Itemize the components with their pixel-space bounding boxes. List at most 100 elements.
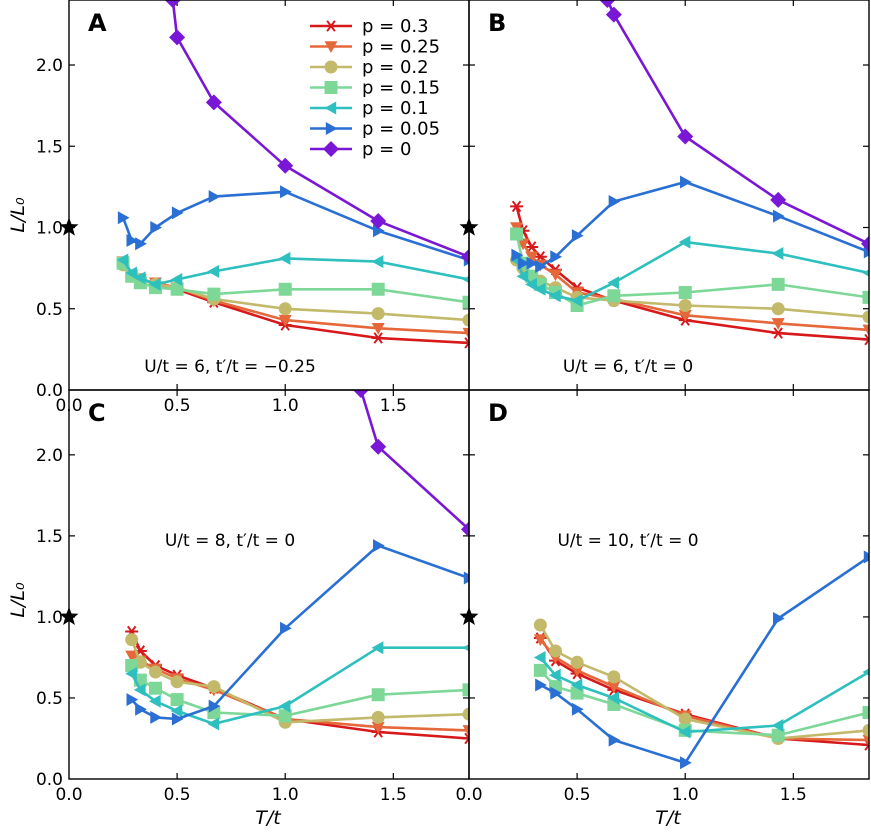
y-tick-label: 0.5 xyxy=(36,300,63,320)
legend-label: p = 0.2 xyxy=(362,57,429,78)
data-point xyxy=(570,655,584,669)
data-point xyxy=(535,678,547,692)
data-point xyxy=(280,185,292,199)
data-point xyxy=(862,310,869,324)
data-point xyxy=(599,0,616,8)
data-point xyxy=(548,269,562,282)
data-point xyxy=(677,128,694,145)
data-point xyxy=(126,693,139,707)
legend: p = 0.3p = 0.25p = 0.2p = 0.15p = 0.1p =… xyxy=(310,16,440,160)
legend-label: p = 0.1 xyxy=(362,98,429,119)
data-point xyxy=(462,275,469,284)
legend-marker xyxy=(324,60,338,74)
data-point xyxy=(511,248,524,262)
legend-entry: p = 0.1 xyxy=(310,98,429,119)
legend-label: p = 0.15 xyxy=(362,78,440,99)
data-point xyxy=(510,200,524,213)
panel-annotation: U/t = 8, t′/t = 0 xyxy=(165,531,295,551)
data-point xyxy=(148,681,162,695)
data-point xyxy=(862,706,869,720)
data-point xyxy=(372,224,385,238)
x-tick-label: 0.5 xyxy=(164,396,191,416)
data-point xyxy=(533,618,547,632)
data-point xyxy=(548,668,561,682)
data-point xyxy=(372,539,385,553)
data-point xyxy=(462,327,469,340)
series-line-0.3 xyxy=(515,206,869,341)
data-point xyxy=(525,277,537,291)
data-point xyxy=(533,650,546,664)
series-line-0.2 xyxy=(515,259,869,319)
data-point xyxy=(570,678,583,692)
reference-star xyxy=(459,217,479,236)
data-point xyxy=(170,273,183,286)
data-point xyxy=(278,251,291,265)
data-point xyxy=(148,665,162,679)
data-point xyxy=(278,302,292,316)
data-point xyxy=(678,310,692,322)
data-point xyxy=(678,712,692,726)
legend-entry: p = 0.2 xyxy=(310,57,429,78)
data-point xyxy=(607,289,621,303)
y-tick-label: 1.0 xyxy=(36,219,63,239)
data-point xyxy=(371,688,385,702)
data-point xyxy=(164,0,181,8)
data-point xyxy=(125,633,139,647)
data-point xyxy=(370,438,387,455)
data-point xyxy=(608,733,621,747)
legend-label: p = 0.25 xyxy=(362,37,440,58)
data-point xyxy=(208,190,221,204)
series-group xyxy=(533,550,869,770)
panels: 0.0 0.5 1.0 1.5 2.0 0.0 0.5 1.0 1.5 A U/t = 6, t′/… xyxy=(36,0,870,805)
data-point xyxy=(771,719,784,733)
y-axis-title-bottom: L/L₀ xyxy=(7,582,29,618)
panel-C: 0.0 0.5 1.0 1.5 2.0 0.0 0.5 1.0 1.5 C U/t = 8, t′/… xyxy=(36,389,470,805)
data-point xyxy=(171,206,184,220)
data-point xyxy=(861,235,869,252)
data-point xyxy=(207,287,221,301)
y-tick-label: 2.0 xyxy=(36,446,63,466)
data-point xyxy=(517,256,530,270)
y-tick-label: 1.5 xyxy=(36,527,63,547)
y-tick-label: 1.0 xyxy=(36,608,63,628)
x-tick-label: 1.0 xyxy=(272,396,299,416)
panel-B: B U/t = 6, t′/t = 0 xyxy=(459,0,870,391)
series-line-0.05 xyxy=(539,555,869,765)
x-axis-title-left: T/t xyxy=(255,807,282,829)
data-point xyxy=(607,276,620,290)
data-point xyxy=(550,686,562,700)
data-point xyxy=(525,251,539,264)
data-point xyxy=(678,286,692,299)
panel-letter: B xyxy=(488,9,506,37)
x-tick-label: 1.0 xyxy=(272,785,299,805)
data-point xyxy=(862,723,869,737)
data-point xyxy=(862,269,869,277)
plot-frame xyxy=(468,0,870,391)
data-point xyxy=(548,289,561,303)
y-tick-label: 0.5 xyxy=(36,689,63,709)
y-tick-label: 0.0 xyxy=(36,381,63,401)
panel-D: 0.0 0.5 1.0 1.5 D U/t = 10, t′/t = 0 xyxy=(455,389,870,805)
reference-star xyxy=(59,606,79,625)
plot-frame xyxy=(68,389,470,780)
data-point xyxy=(770,191,787,208)
data-point xyxy=(462,644,469,652)
panel-letter: C xyxy=(88,399,106,427)
data-point xyxy=(862,734,869,747)
series-line-0.25 xyxy=(515,227,869,332)
data-point xyxy=(207,264,220,278)
data-point xyxy=(772,612,785,626)
data-point xyxy=(533,663,547,677)
x-tick-label: 1.0 xyxy=(672,785,699,805)
data-point xyxy=(135,237,147,251)
data-point xyxy=(278,709,292,723)
data-point xyxy=(771,728,785,742)
data-point xyxy=(370,213,387,229)
panel-annotation: U/t = 6, t′/t = −0.25 xyxy=(144,357,316,377)
data-point xyxy=(771,247,784,260)
data-point xyxy=(771,318,785,330)
data-point xyxy=(170,693,184,707)
data-point xyxy=(680,175,692,189)
data-point xyxy=(205,94,222,111)
